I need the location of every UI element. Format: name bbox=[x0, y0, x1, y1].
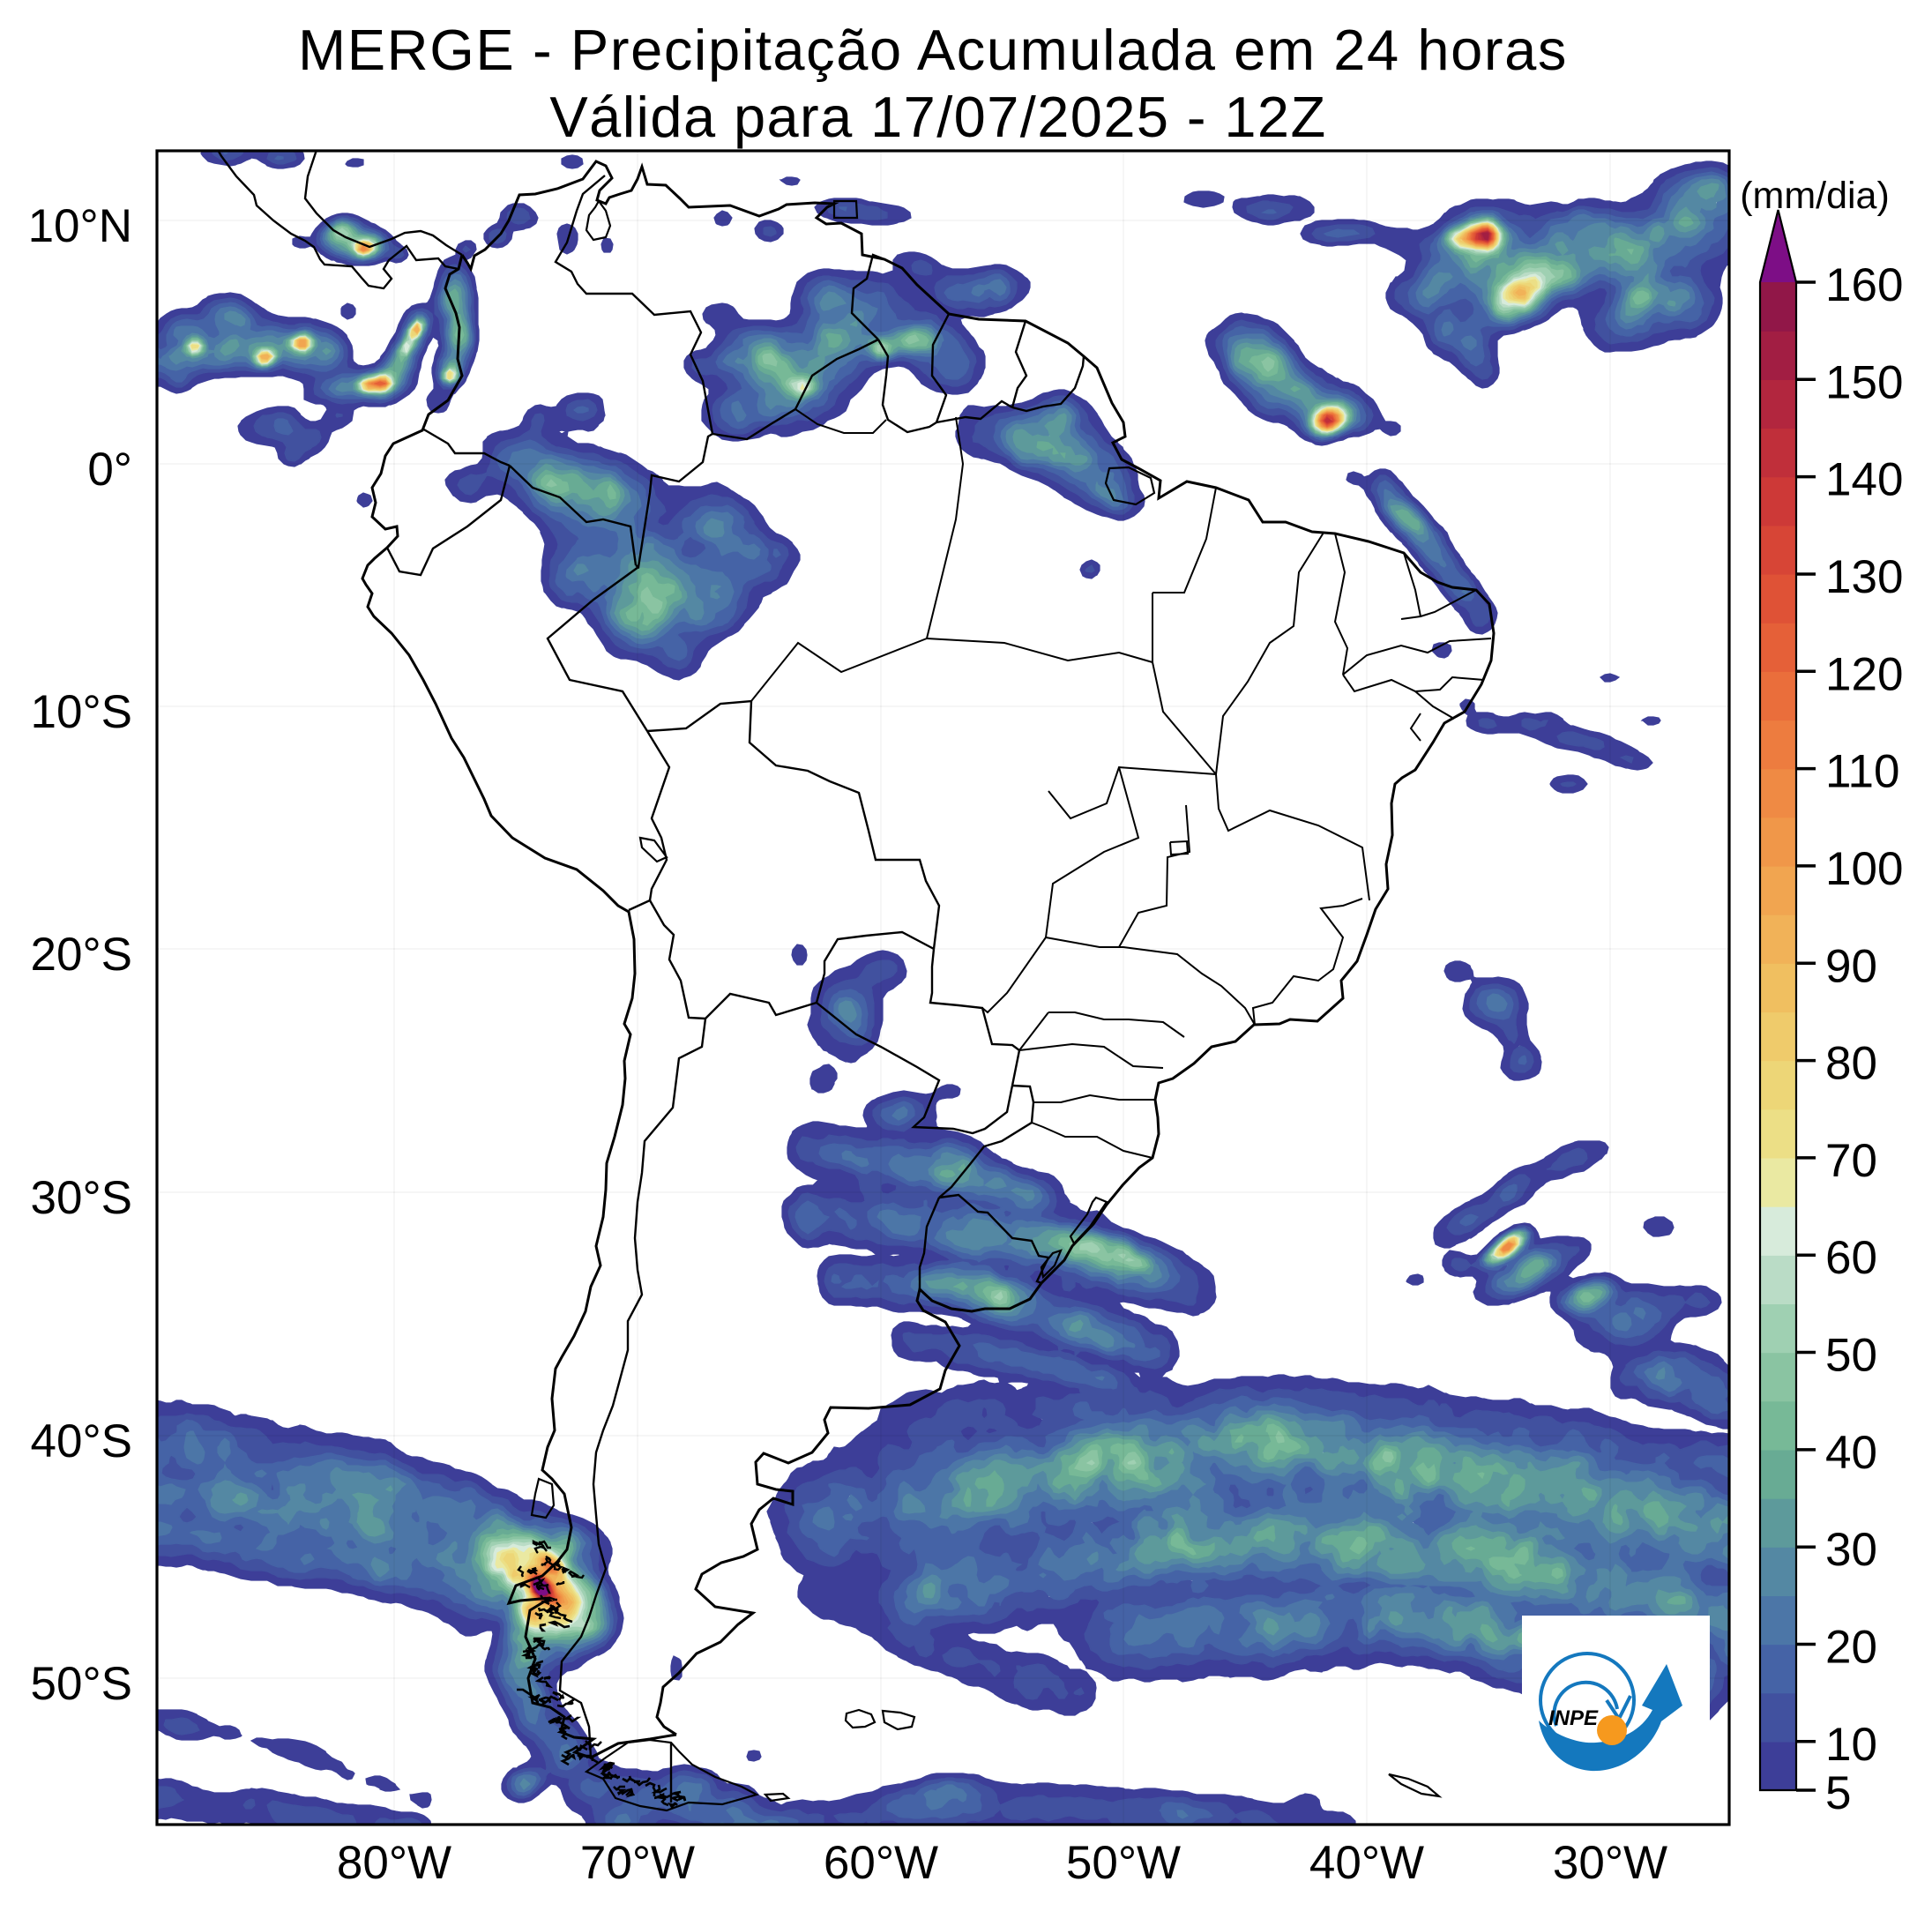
svg-text:70°W: 70°W bbox=[580, 1837, 695, 1889]
svg-text:10: 10 bbox=[1825, 1719, 1877, 1771]
svg-text:40°S: 40°S bbox=[31, 1415, 133, 1467]
svg-text:INPE: INPE bbox=[1548, 1706, 1599, 1730]
svg-text:20°S: 20°S bbox=[31, 929, 133, 981]
svg-text:130: 130 bbox=[1825, 551, 1903, 603]
svg-text:40: 40 bbox=[1825, 1427, 1877, 1479]
svg-text:Válida para 17/07/2025 - 12Z: Válida para 17/07/2025 - 12Z bbox=[549, 85, 1326, 149]
svg-text:80°W: 80°W bbox=[337, 1837, 451, 1889]
svg-text:5: 5 bbox=[1825, 1767, 1851, 1819]
svg-text:10°N: 10°N bbox=[28, 200, 132, 252]
svg-text:50°S: 50°S bbox=[31, 1658, 133, 1710]
svg-text:50: 50 bbox=[1825, 1330, 1877, 1382]
svg-text:100: 100 bbox=[1825, 843, 1903, 895]
svg-text:80: 80 bbox=[1825, 1038, 1877, 1090]
svg-text:0°: 0° bbox=[87, 444, 132, 496]
svg-text:30°W: 30°W bbox=[1553, 1837, 1667, 1889]
svg-text:70: 70 bbox=[1825, 1135, 1877, 1187]
svg-text:(mm/dia): (mm/dia) bbox=[1740, 175, 1890, 217]
svg-text:60: 60 bbox=[1825, 1232, 1877, 1284]
svg-text:40°W: 40°W bbox=[1309, 1837, 1424, 1889]
svg-text:120: 120 bbox=[1825, 648, 1903, 700]
svg-text:160: 160 bbox=[1825, 259, 1903, 311]
svg-text:140: 140 bbox=[1825, 454, 1903, 506]
svg-text:50°W: 50°W bbox=[1066, 1837, 1181, 1889]
svg-text:110: 110 bbox=[1825, 746, 1900, 798]
svg-text:MERGE - Precipitação Acumulada: MERGE - Precipitação Acumulada em 24 hor… bbox=[298, 18, 1568, 82]
svg-text:30: 30 bbox=[1825, 1524, 1877, 1576]
svg-text:10°S: 10°S bbox=[31, 686, 133, 738]
svg-text:90: 90 bbox=[1825, 940, 1877, 992]
svg-text:60°W: 60°W bbox=[824, 1837, 938, 1889]
svg-text:20: 20 bbox=[1825, 1622, 1877, 1674]
svg-text:30°S: 30°S bbox=[31, 1172, 133, 1224]
svg-text:150: 150 bbox=[1825, 356, 1903, 408]
